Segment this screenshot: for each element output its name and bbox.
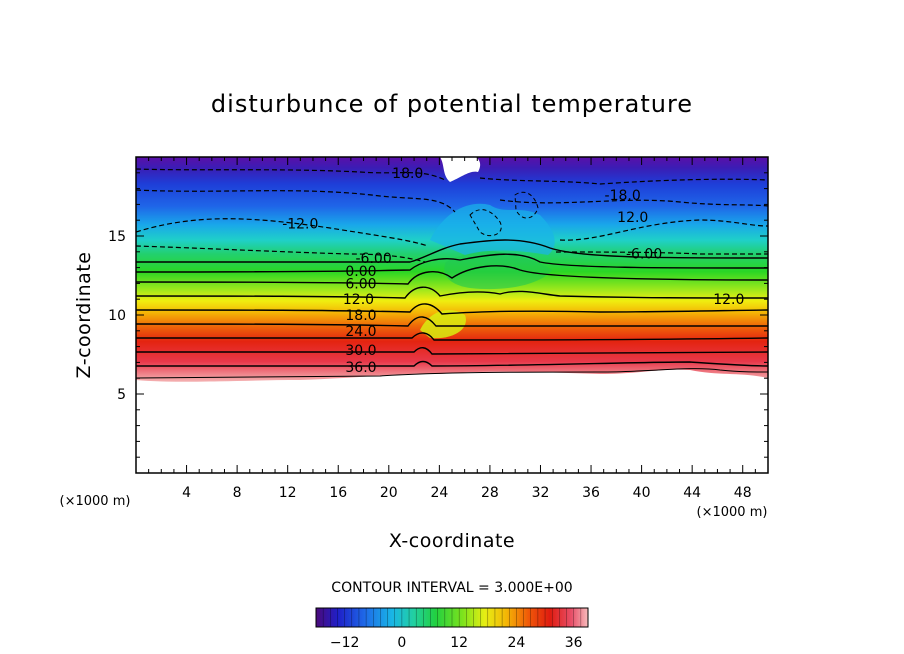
x-axis-label: X-coordinate	[389, 530, 515, 552]
y-tick-label: 15	[108, 229, 126, 245]
contour-label: 0.00	[345, 264, 376, 280]
contour-label: -6.00	[626, 246, 662, 262]
y-tick-label: 10	[108, 308, 126, 324]
contour-label: -12.0	[282, 216, 318, 232]
contour-label: 30.0	[345, 343, 376, 359]
colorbar-ticks: −12 0 12 24 36	[330, 635, 583, 651]
colorbar-tick-label: 0	[397, 635, 406, 651]
y-axis-label: Z-coordinate	[73, 252, 95, 379]
x-tick-label: 20	[380, 485, 398, 501]
y-tick-label: 5	[117, 387, 126, 403]
contour-label: 6.00	[345, 276, 376, 292]
x-tick-label: 28	[481, 485, 499, 501]
x-unit-label-left: (×1000 m)	[60, 494, 131, 509]
colorbar-tick-label: −12	[330, 635, 360, 651]
contour-label: 18.0	[392, 166, 423, 182]
y-axis-ticks: 5 10 15	[108, 172, 768, 458]
contour-interval-text: CONTOUR INTERVAL = 3.000E+00	[331, 580, 572, 596]
contour-label: 24.0	[345, 324, 376, 340]
x-tick-label: 24	[430, 485, 448, 501]
contour-label: 18.0	[345, 308, 376, 324]
contour-label: 12.0	[617, 210, 648, 226]
x-tick-label: 44	[683, 485, 701, 501]
x-tick-label: 12	[279, 485, 297, 501]
x-tick-label: 32	[532, 485, 550, 501]
x-tick-label: 36	[582, 485, 600, 501]
colorbar-tick-label: 12	[450, 635, 468, 651]
x-tick-label: 4	[182, 485, 191, 501]
x-tick-label: 16	[329, 485, 347, 501]
colorbar-tick-label: 24	[508, 635, 526, 651]
x-axis-ticks: 4 8 12 16 20 24 28 32 36 40 44 48	[148, 157, 756, 501]
contour-label: -6.00	[356, 251, 392, 267]
x-tick-label: 8	[233, 485, 242, 501]
colorbar-segments	[322, 608, 582, 627]
contour-label: 36.0	[345, 360, 376, 376]
chart-title: disturbunce of potential temperature	[211, 90, 693, 118]
x-tick-label: 48	[734, 485, 752, 501]
contour-label: 12.0	[713, 292, 744, 308]
contour-label: -18.0	[605, 188, 641, 204]
x-unit-label-right: (×1000 m)	[697, 505, 768, 520]
x-tick-label: 40	[633, 485, 651, 501]
contour-labels: 18.0-18.0-12.0 12.0-6.00 -6.000.006.0012.0…	[282, 166, 744, 376]
contour-lines	[136, 168, 768, 379]
contour-field	[136, 157, 768, 382]
colorbar-tick-label: 36	[565, 635, 583, 651]
contour-label: 12.0	[343, 292, 374, 308]
